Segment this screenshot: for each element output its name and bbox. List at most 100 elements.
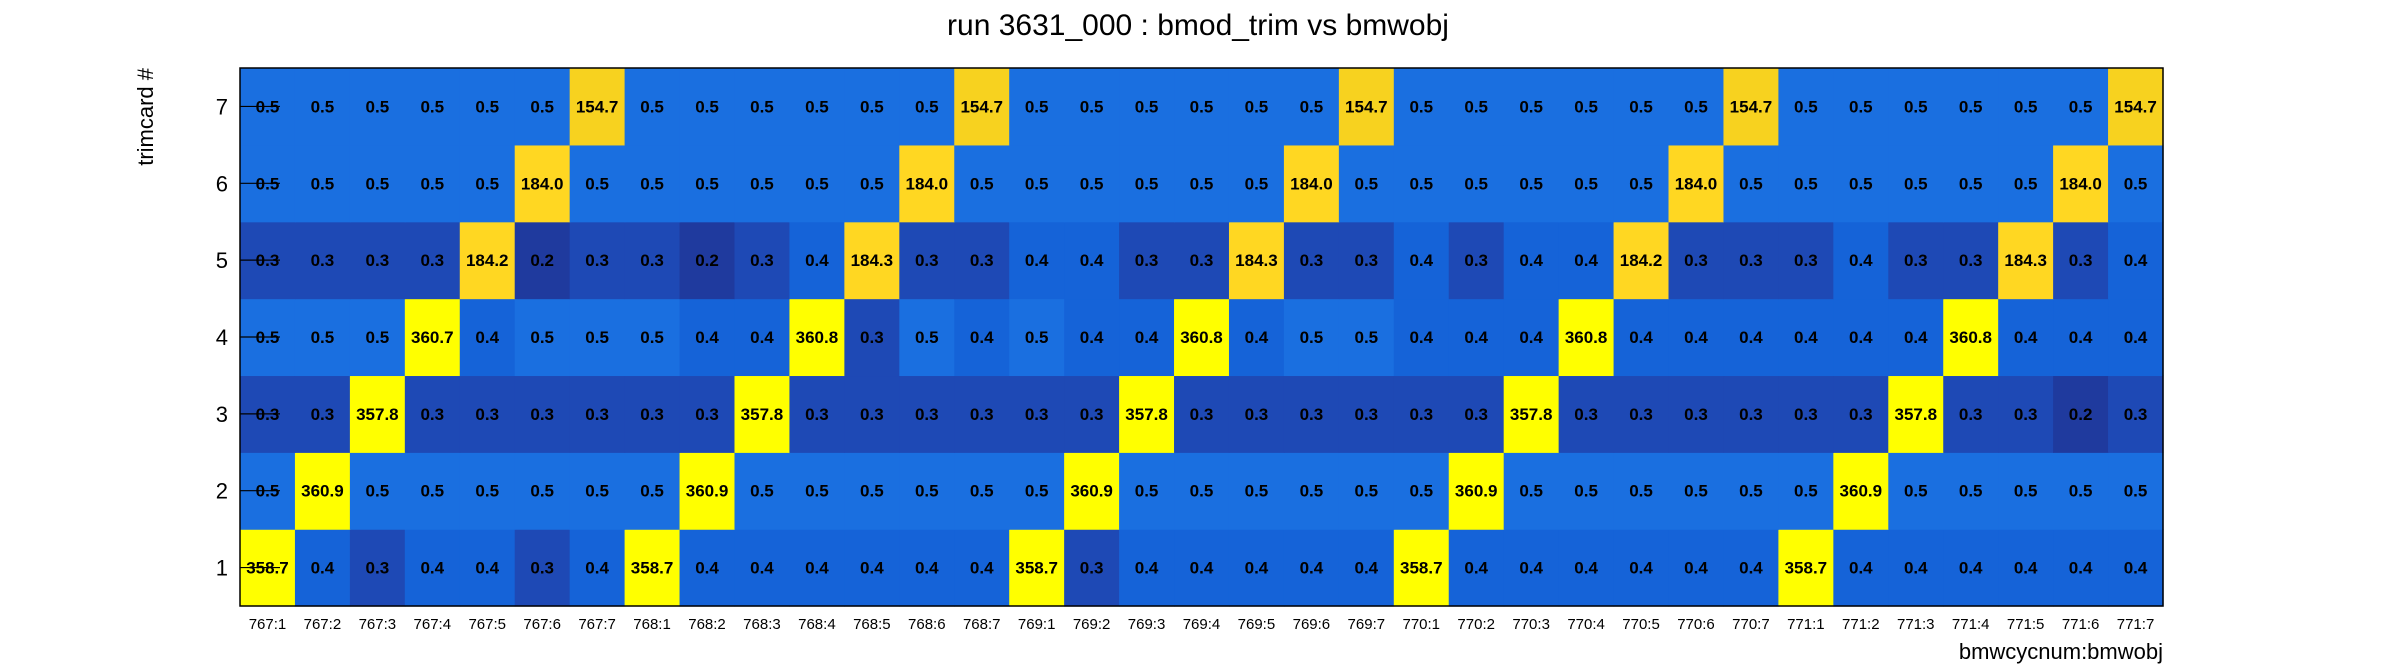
cell-value-label: 0.5 xyxy=(1849,97,1873,116)
heatmap-cell xyxy=(789,375,845,453)
heatmap-cell xyxy=(1283,375,1340,453)
heatmap-cell xyxy=(404,375,461,453)
heatmap-cell xyxy=(459,298,516,377)
cell-value-label: 0.3 xyxy=(420,405,444,424)
cell-value-label: 0.5 xyxy=(1245,482,1269,501)
cell-value-label: 0.3 xyxy=(1190,405,1214,424)
cell-value-label: 0.4 xyxy=(2124,251,2148,270)
heatmap-cell xyxy=(1503,221,1560,300)
heatmap-cell xyxy=(1393,68,1450,146)
cell-value-label: 0.5 xyxy=(1849,174,1873,193)
heatmap-cell xyxy=(1558,375,1615,453)
heatmap-cell xyxy=(514,452,571,530)
cell-value-label: 0.3 xyxy=(2124,405,2148,424)
cell-value-label: 358.7 xyxy=(1400,559,1443,578)
cell-value-label: 0.3 xyxy=(1190,251,1214,270)
cell-value-label: 184.3 xyxy=(1235,251,1278,270)
cell-value-label: 0.3 xyxy=(805,405,829,424)
heatmap-cell xyxy=(1943,221,1999,300)
cell-value-label: 0.4 xyxy=(1519,559,1543,578)
heatmap-cell xyxy=(1393,221,1450,300)
cell-value-label: 0.3 xyxy=(1959,251,1983,270)
cell-value-label: 0.5 xyxy=(640,482,664,501)
heatmap-cell xyxy=(1833,144,1889,223)
heatmap-cell xyxy=(679,68,736,146)
heatmap-cell xyxy=(1119,144,1175,223)
cell-value-label: 357.8 xyxy=(1125,405,1168,424)
cell-value-label: 0.4 xyxy=(1959,559,1983,578)
cell-value-label: 0.5 xyxy=(1355,328,1379,347)
cell-value-label: 0.4 xyxy=(2014,328,2038,347)
heatmap-cell xyxy=(294,68,351,146)
heatmap-cell xyxy=(734,68,791,146)
heatmap-cell xyxy=(569,144,626,223)
heatmap-cell xyxy=(1283,221,1340,300)
cell-value-label: 0.5 xyxy=(366,97,390,116)
heatmap-cell xyxy=(2053,452,2109,530)
cell-value-label: 0.3 xyxy=(585,405,609,424)
cell-value-label: 0.3 xyxy=(1080,559,1104,578)
heatmap-cell xyxy=(954,375,1010,453)
cell-value-label: 0.5 xyxy=(640,174,664,193)
cell-value-label: 154.7 xyxy=(1345,97,1388,116)
cell-value-label: 0.4 xyxy=(2069,559,2093,578)
cell-value-label: 0.3 xyxy=(366,251,390,270)
cell-value-labels: 358.7 0.4 0.3 0.4 0.4 0.3 0.4 358.7 0.4 0.4 0.4 0.4… xyxy=(246,97,2157,577)
heatmap-cell xyxy=(1613,452,1670,530)
y-tick-label: 1 xyxy=(216,556,228,581)
cell-value-label: 0.3 xyxy=(1355,405,1379,424)
heatmap-cell xyxy=(789,144,845,223)
cell-value-label: 0.5 xyxy=(530,482,554,501)
cell-value-label: 357.8 xyxy=(356,405,399,424)
heatmap-cell xyxy=(569,221,626,300)
cell-value-label: 0.4 xyxy=(915,559,939,578)
cell-value-label: 0.4 xyxy=(970,328,994,347)
heatmap-cell xyxy=(624,221,681,300)
cell-value-label: 0.3 xyxy=(530,559,554,578)
cell-value-label: 0.3 xyxy=(915,251,939,270)
y-tick-label: 4 xyxy=(216,325,228,350)
cell-value-label: 0.5 xyxy=(1629,174,1653,193)
heatmap-cell xyxy=(1833,298,1889,377)
cell-value-label: 0.4 xyxy=(695,328,719,347)
cell-value-label: 0.5 xyxy=(915,328,939,347)
heatmap-cell xyxy=(679,375,736,453)
cell-value-label: 0.5 xyxy=(530,97,554,116)
x-tick-label: 767:2 xyxy=(304,616,342,633)
cell-value-label: 0.5 xyxy=(585,174,609,193)
cell-value-label: 0.5 xyxy=(1409,97,1433,116)
cell-value-label: 0.3 xyxy=(860,405,884,424)
heatmap-cell xyxy=(1174,452,1230,530)
heatmap-cell xyxy=(404,144,461,223)
heatmap-cells xyxy=(239,67,2164,607)
cell-value-label: 0.5 xyxy=(1794,482,1818,501)
heatmap-cell xyxy=(1338,144,1395,223)
cell-value-label: 0.5 xyxy=(1574,174,1598,193)
cell-value-label: 0.4 xyxy=(1794,328,1818,347)
cell-value-label: 0.5 xyxy=(1300,328,1324,347)
cell-value-label: 0.4 xyxy=(750,328,774,347)
x-tick-label: 770:2 xyxy=(1457,616,1495,633)
heatmap-cell xyxy=(294,298,351,377)
heatmap-cell xyxy=(734,144,791,223)
heatmap-cell xyxy=(1174,68,1230,146)
heatmap-cell xyxy=(1888,144,1944,223)
heatmap-cell xyxy=(1558,221,1615,300)
heatmap-cell xyxy=(1778,375,1834,453)
heatmap-cell xyxy=(1448,298,1505,377)
cell-value-label: 0.4 xyxy=(805,251,829,270)
heatmap-cell xyxy=(954,221,1010,300)
heatmap-cell xyxy=(1833,529,1889,607)
heatmap-cell xyxy=(294,529,351,607)
y-tick-label: 6 xyxy=(216,171,228,196)
heatmap-cell xyxy=(2053,375,2109,453)
cell-value-label: 0.3 xyxy=(311,251,335,270)
heatmap-cell xyxy=(1009,298,1065,377)
x-tick-label: 768:4 xyxy=(798,616,836,633)
heatmap-cell xyxy=(1668,68,1725,146)
heatmap-cell xyxy=(679,298,736,377)
cell-value-label: 0.4 xyxy=(1684,328,1708,347)
cell-value-label: 0.3 xyxy=(640,405,664,424)
heatmap-cell xyxy=(349,68,406,146)
heatmap-cell xyxy=(1503,298,1560,377)
